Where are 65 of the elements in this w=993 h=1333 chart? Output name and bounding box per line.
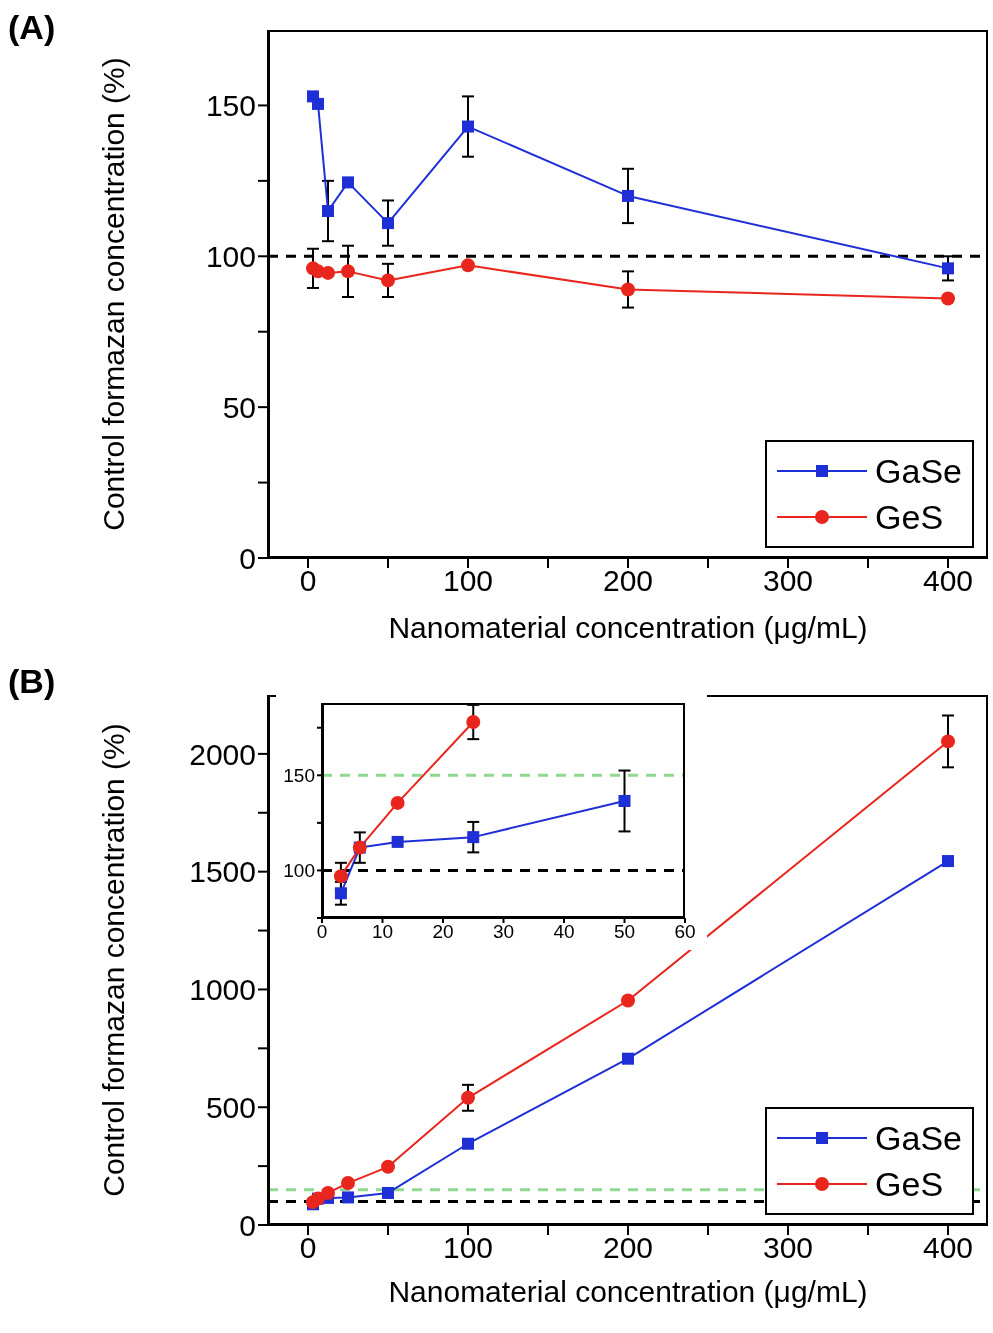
point (333, 869, 348, 884)
x-tick-label: 200 (602, 1231, 654, 1265)
x-axis-title: Nanomaterial concentration (μg/mL) (388, 1275, 868, 1308)
legend-label: GaSe (875, 451, 962, 491)
y-tick-label: 500 (205, 1090, 256, 1124)
point (391, 835, 404, 848)
y-tick-label: 150 (283, 765, 315, 787)
point (382, 217, 394, 230)
point (321, 1185, 335, 1200)
point (622, 1052, 634, 1065)
point (941, 734, 955, 749)
x-tick-label: 300 (762, 564, 814, 598)
x-tick-label: 200 (602, 564, 654, 598)
point (390, 795, 405, 810)
point (621, 282, 635, 297)
x-tick-label: 400 (922, 564, 974, 598)
point (467, 831, 480, 844)
point (942, 262, 954, 275)
legend-label: GeS (875, 1164, 944, 1204)
x-tick-label: 100 (442, 1231, 494, 1265)
point (382, 1186, 394, 1199)
point (341, 1176, 355, 1191)
point (342, 1191, 354, 1204)
point (381, 273, 395, 288)
point (621, 993, 635, 1008)
y-tick-label: 2000 (189, 737, 256, 771)
x-tick-label: 400 (922, 1231, 974, 1265)
y-tick-label: 50 (222, 390, 256, 424)
legend-label: GaSe (875, 1118, 962, 1158)
point (461, 1090, 475, 1105)
y-tick-label: 100 (205, 239, 256, 273)
point (618, 794, 631, 807)
x-tick-label: 40 (553, 921, 575, 943)
y-axis-title: Control formazan concentration (%) (96, 723, 130, 1197)
x-tick-label: 50 (613, 921, 636, 943)
point (941, 291, 955, 306)
x-tick-label: 10 (371, 921, 394, 943)
x-tick-label: 60 (674, 921, 696, 943)
y-axis-title: Control formazan concentration (%) (96, 57, 130, 531)
point (462, 1137, 474, 1150)
point (381, 1159, 395, 1174)
chart-title: (B) (8, 662, 56, 701)
x-axis-title: Nanomaterial concentration (μg/mL) (388, 611, 868, 644)
y-tick-label: 1000 (189, 973, 256, 1007)
point (622, 189, 634, 202)
x-tick-label: 300 (762, 1231, 814, 1265)
y-tick-label: 0 (239, 541, 256, 575)
chart-title: (A) (8, 8, 56, 47)
point (466, 715, 481, 730)
point (342, 176, 354, 189)
point (341, 264, 355, 279)
y-tick-label: 1500 (189, 855, 256, 889)
x-tick-label: 100 (442, 564, 494, 598)
point (461, 258, 475, 273)
point (334, 887, 347, 900)
legend-label: GeS (875, 497, 944, 537)
point (321, 265, 335, 280)
point (942, 855, 954, 868)
y-tick-label: 0 (239, 1208, 256, 1242)
point (312, 97, 324, 110)
x-tick-label: 30 (492, 921, 515, 943)
y-tick-label: 150 (205, 89, 256, 123)
point (322, 205, 334, 218)
point (462, 120, 474, 133)
x-tick-label: 20 (432, 921, 454, 943)
